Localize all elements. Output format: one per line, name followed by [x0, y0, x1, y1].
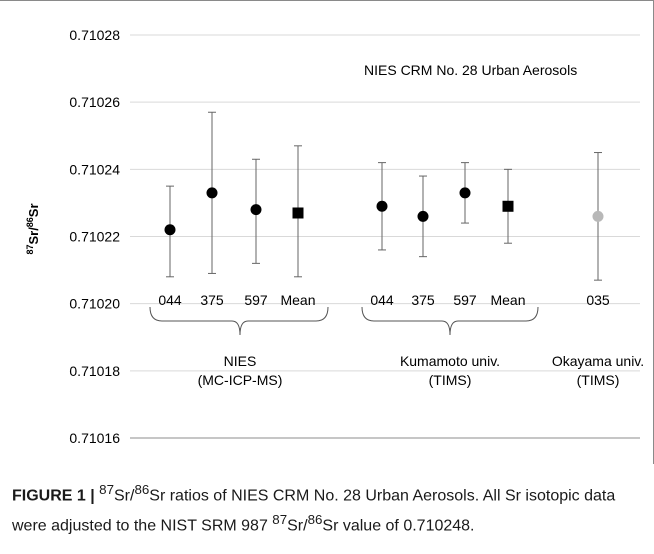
caption-sup-87: 87 [99, 482, 114, 497]
chart-title: NIES CRM No. 28 Urban Aerosols [364, 62, 577, 78]
grid-lines [130, 34, 640, 372]
group-name: NIES [224, 353, 257, 369]
group-method: (MC-ICP-MS) [198, 372, 283, 388]
data-point-circle [417, 210, 429, 222]
sample-label: 044 [370, 292, 394, 308]
chart-svg: 0.71016 0.71018 0.71020 0.71022 0.71024 0.710… [25, 27, 644, 446]
caption-text-1: Sr ratios of NIES CRM No. 28 Urban Aeros… [12, 487, 616, 535]
data-markers [164, 187, 604, 236]
data-point-circle [164, 224, 176, 236]
y-label-sup1: 87 [25, 245, 35, 255]
caption-sup-86: 86 [134, 482, 150, 497]
y-label-post: Sr [26, 203, 41, 217]
y-label-sup2: 86 [25, 217, 35, 227]
sample-label: Mean [280, 292, 315, 308]
y-tick-label: 0.71020 [69, 296, 120, 312]
y-tick-label: 0.71022 [69, 229, 120, 245]
caption-sr-b: Sr/ [287, 517, 308, 535]
data-point-circle [459, 187, 471, 199]
group-bracket [361, 306, 539, 336]
y-tick-label: 0.71026 [69, 94, 120, 110]
tick-labels: 0.71016 0.71018 0.71020 0.71022 0.71024 0.710… [69, 27, 644, 446]
group-method: (TIMS) [429, 372, 472, 388]
data-point-square [292, 207, 304, 219]
sample-label: 375 [411, 292, 435, 308]
data-point-circle [376, 200, 388, 212]
error-bars [166, 111, 602, 281]
sample-label: 597 [244, 292, 268, 308]
sample-label: 375 [200, 292, 224, 308]
y-tick-label: 0.71018 [69, 363, 120, 379]
chart-panel: 0.71016 0.71018 0.71020 0.71022 0.71024 0.710… [0, 0, 654, 464]
caption-sr: Sr/ [114, 487, 135, 505]
group-name: Okayama univ. [552, 353, 644, 369]
y-tick-label: 0.71028 [69, 27, 120, 43]
y-tick-label: 0.71016 [69, 430, 120, 446]
sample-label: 035 [586, 292, 610, 308]
y-label-mid: Sr/ [26, 227, 41, 245]
data-point-circle [592, 210, 604, 222]
sample-label: 044 [158, 292, 182, 308]
caption-sup-87b: 87 [272, 512, 288, 528]
figure-caption: FIGURE 1 | 87Sr/86Sr ratios of NIES CRM … [12, 478, 642, 539]
y-tick-label: 0.71024 [69, 161, 120, 177]
group-name: Kumamoto univ. [400, 353, 500, 369]
sample-label: Mean [490, 292, 525, 308]
data-point-circle [206, 187, 218, 199]
group-brackets [149, 306, 539, 336]
sample-label: 597 [453, 292, 477, 308]
data-point-circle [250, 204, 262, 216]
y-axis-label: 87Sr/86Sr [25, 203, 41, 254]
caption-sup-86b: 86 [307, 512, 323, 528]
data-point-square [502, 200, 514, 212]
caption-lead: FIGURE 1 | [12, 487, 95, 505]
caption-text-2: Sr value of 0.710248. [322, 517, 475, 535]
group-method: (TIMS) [577, 372, 620, 388]
group-bracket [149, 306, 329, 336]
